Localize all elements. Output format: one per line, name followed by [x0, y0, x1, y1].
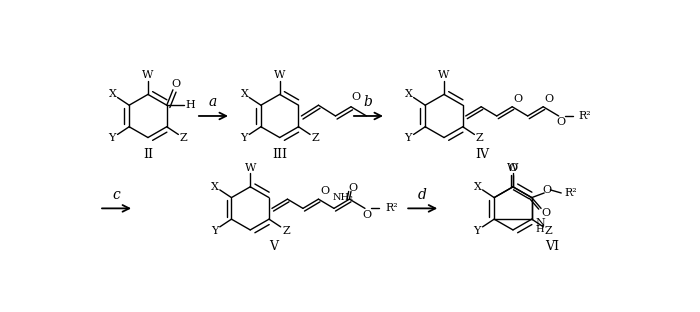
- Text: O: O: [508, 163, 517, 173]
- Text: O: O: [348, 183, 357, 193]
- Text: R²: R²: [564, 188, 577, 198]
- Text: X: X: [405, 90, 413, 100]
- Text: X: X: [211, 182, 219, 192]
- Text: II: II: [143, 148, 153, 161]
- Text: W: W: [274, 70, 286, 80]
- Text: Y: Y: [240, 133, 248, 143]
- Text: R²: R²: [385, 203, 398, 213]
- Text: W: W: [244, 163, 256, 173]
- Text: Z: Z: [545, 226, 552, 236]
- Text: O: O: [514, 94, 523, 104]
- Text: c: c: [112, 188, 120, 202]
- Text: V: V: [269, 240, 278, 253]
- Text: N: N: [536, 218, 545, 228]
- Text: O: O: [556, 117, 566, 127]
- Text: O: O: [542, 185, 552, 195]
- Text: O: O: [320, 187, 329, 197]
- Text: O: O: [541, 208, 550, 218]
- Text: W: W: [508, 163, 519, 173]
- Text: a: a: [209, 95, 217, 109]
- Text: III: III: [272, 148, 287, 161]
- Text: R²: R²: [579, 111, 592, 121]
- Text: W: W: [142, 70, 153, 80]
- Text: Z: Z: [476, 133, 484, 143]
- Text: NH₂: NH₂: [332, 193, 354, 202]
- Text: O: O: [172, 80, 181, 90]
- Text: W: W: [438, 70, 449, 80]
- Text: H: H: [185, 100, 195, 110]
- Text: X: X: [474, 182, 482, 192]
- Text: b: b: [363, 95, 372, 109]
- Text: Y: Y: [108, 133, 116, 143]
- Text: Z: Z: [282, 226, 290, 236]
- Text: O: O: [363, 210, 372, 220]
- Text: H: H: [536, 225, 545, 234]
- Text: IV: IV: [476, 148, 490, 161]
- Text: O: O: [545, 94, 554, 104]
- Text: X: X: [241, 90, 248, 100]
- Text: Z: Z: [179, 133, 187, 143]
- Text: O: O: [351, 92, 360, 103]
- Text: Y: Y: [211, 226, 218, 236]
- Text: Y: Y: [473, 226, 481, 236]
- Text: Y: Y: [405, 133, 412, 143]
- Text: VI: VI: [545, 240, 559, 253]
- Text: Z: Z: [312, 133, 319, 143]
- Text: d: d: [418, 188, 427, 202]
- Text: X: X: [109, 90, 117, 100]
